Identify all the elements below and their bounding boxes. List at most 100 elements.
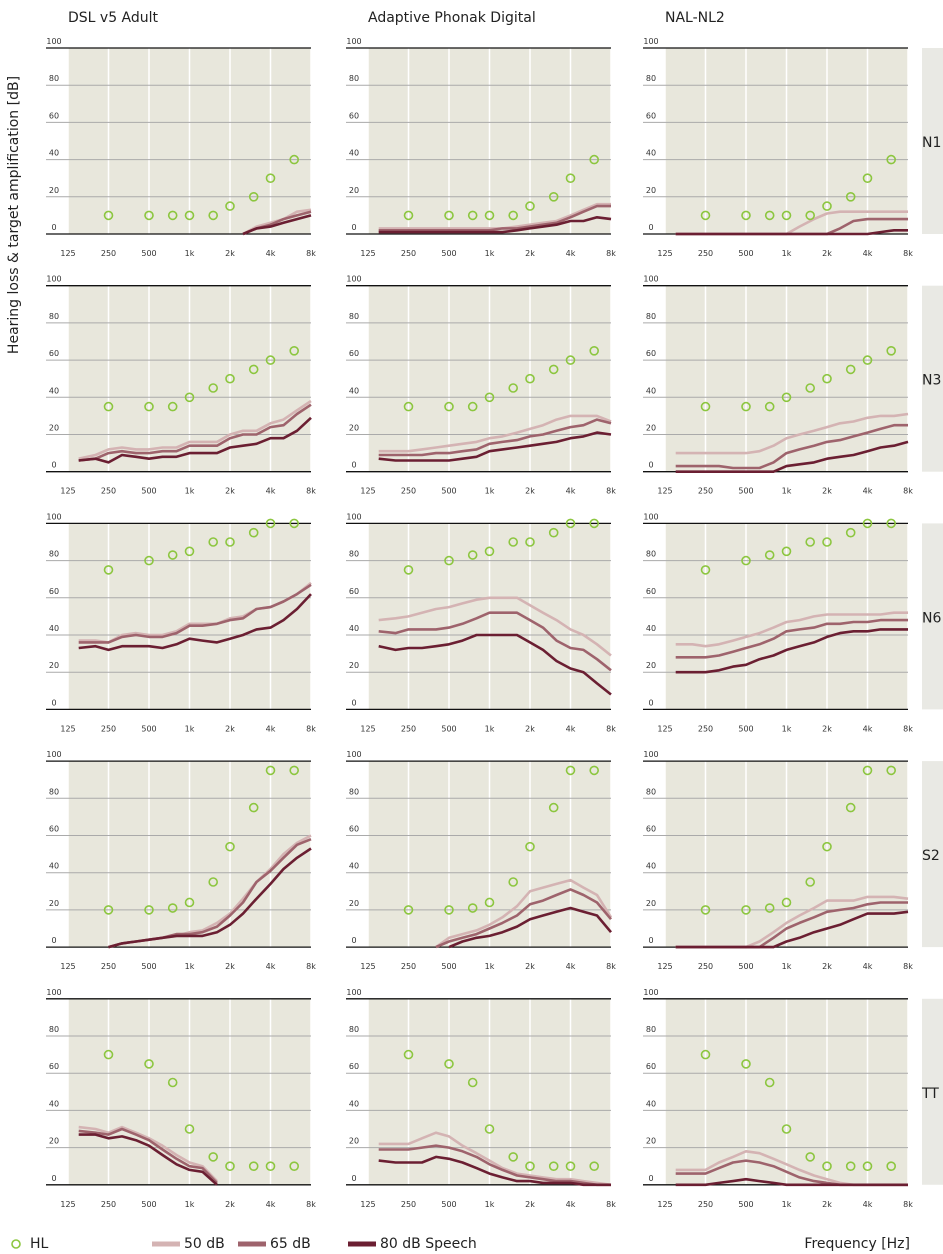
x-tick-label: 125 xyxy=(360,962,375,971)
hl-point xyxy=(484,897,495,908)
hl-point xyxy=(289,154,299,165)
x-tick-label: 125 xyxy=(657,962,672,971)
x-tick-label: 4k xyxy=(863,724,873,733)
target-line xyxy=(378,204,611,232)
y-tick-label: 20 xyxy=(349,899,359,908)
x-tick-label: 1k xyxy=(485,1200,495,1209)
hl-point xyxy=(403,905,414,915)
y-tick-label: 20 xyxy=(49,899,59,908)
y-tick-label: 40 xyxy=(349,1099,359,1108)
hl-point xyxy=(184,897,195,908)
target-line xyxy=(378,414,612,453)
y-tick-label: 0 xyxy=(648,698,653,707)
x-tick-label: 125 xyxy=(657,1200,672,1209)
x-tick-label: 125 xyxy=(60,249,75,258)
y-tick-label: 80 xyxy=(349,312,359,321)
x-tick-label: 250 xyxy=(698,249,713,258)
hl-point xyxy=(103,210,114,221)
x-tick-label: 250 xyxy=(698,962,713,971)
hl-point xyxy=(565,1161,576,1171)
hl-point xyxy=(741,555,751,566)
hl-point xyxy=(781,1124,792,1134)
hl-point xyxy=(822,841,832,852)
target-line xyxy=(78,1133,218,1186)
x-tick-label: 125 xyxy=(60,1200,75,1209)
x-tick-label: 250 xyxy=(101,724,116,733)
hl-point xyxy=(508,210,518,221)
hl-point xyxy=(248,527,259,538)
hl-point xyxy=(886,518,896,529)
y-tick-label: 60 xyxy=(646,587,656,596)
x-tick-label: 4k xyxy=(566,1200,576,1209)
y-tick-label: 20 xyxy=(349,1137,359,1146)
hl-point xyxy=(764,210,775,221)
x-tick-label: 4k xyxy=(863,962,873,971)
y-tick-label: 40 xyxy=(49,862,59,871)
target-line xyxy=(378,596,612,657)
x-tick-label: 500 xyxy=(141,724,156,733)
x-tick-label: 125 xyxy=(60,962,75,971)
x-tick-label: 500 xyxy=(441,962,456,971)
hl-point xyxy=(103,565,114,575)
x-tick-label: 2k xyxy=(525,724,535,733)
x-tick-label: 500 xyxy=(441,487,456,496)
x-tick-label: 1k xyxy=(782,487,792,496)
y-tick-label: 0 xyxy=(648,936,653,945)
y-tick-label: 60 xyxy=(646,349,656,358)
hl-point xyxy=(508,383,518,393)
y-tick-label: 0 xyxy=(351,1174,356,1183)
x-tick-label: 500 xyxy=(738,724,753,733)
hl-point xyxy=(208,1152,218,1162)
y-tick-label: 40 xyxy=(349,624,359,633)
y-tick-label: 60 xyxy=(49,349,59,358)
hl-point xyxy=(700,565,711,575)
hl-point xyxy=(248,192,259,202)
x-tick-label: 1k xyxy=(185,249,195,258)
hl-point xyxy=(822,537,832,547)
hl-point xyxy=(548,802,559,813)
y-tick-label: 40 xyxy=(49,386,59,395)
x-tick-label: 1k xyxy=(185,724,195,733)
hl-point xyxy=(225,1161,235,1171)
x-tick-label: 8k xyxy=(903,724,913,733)
legend-marker xyxy=(11,1239,21,1249)
y-tick-label: 20 xyxy=(646,661,656,670)
x-tick-label: 500 xyxy=(441,249,456,258)
y-tick-label: 80 xyxy=(349,1025,359,1034)
x-tick-label: 250 xyxy=(401,487,416,496)
hl-point xyxy=(265,355,276,365)
x-tick-label: 8k xyxy=(306,1200,316,1209)
y-tick-label: 20 xyxy=(349,186,359,195)
target-line xyxy=(78,583,312,644)
hl-point xyxy=(781,392,792,403)
y-tick-label: 100 xyxy=(346,750,361,759)
x-tick-label: 2k xyxy=(525,487,535,496)
hl-point xyxy=(781,897,792,908)
y-tick-label: 0 xyxy=(351,936,356,945)
hl-point xyxy=(548,1161,559,1171)
y-tick-label: 60 xyxy=(646,111,656,120)
target-line xyxy=(675,440,909,473)
hl-point xyxy=(144,555,154,566)
hl-point xyxy=(467,903,478,913)
hl-point xyxy=(862,173,873,183)
hl-point xyxy=(589,154,599,165)
hl-point xyxy=(265,518,276,529)
x-tick-label: 2k xyxy=(225,962,235,971)
y-tick-label: 100 xyxy=(46,37,61,46)
hl-point xyxy=(781,210,792,221)
hl-point xyxy=(886,345,896,356)
hl-point xyxy=(208,383,218,393)
x-tick-label: 250 xyxy=(401,249,416,258)
x-tick-label: 500 xyxy=(141,487,156,496)
x-tick-label: 8k xyxy=(306,962,316,971)
y-tick-label: 40 xyxy=(646,386,656,395)
hl-point xyxy=(403,565,414,575)
x-tick-label: 4k xyxy=(566,487,576,496)
hl-point xyxy=(167,550,178,560)
x-tick-label: 250 xyxy=(101,962,116,971)
x-tick-label: 125 xyxy=(360,1200,375,1209)
x-tick-label: 4k xyxy=(863,249,873,258)
hl-point xyxy=(845,364,856,375)
hl-point xyxy=(444,1059,454,1069)
